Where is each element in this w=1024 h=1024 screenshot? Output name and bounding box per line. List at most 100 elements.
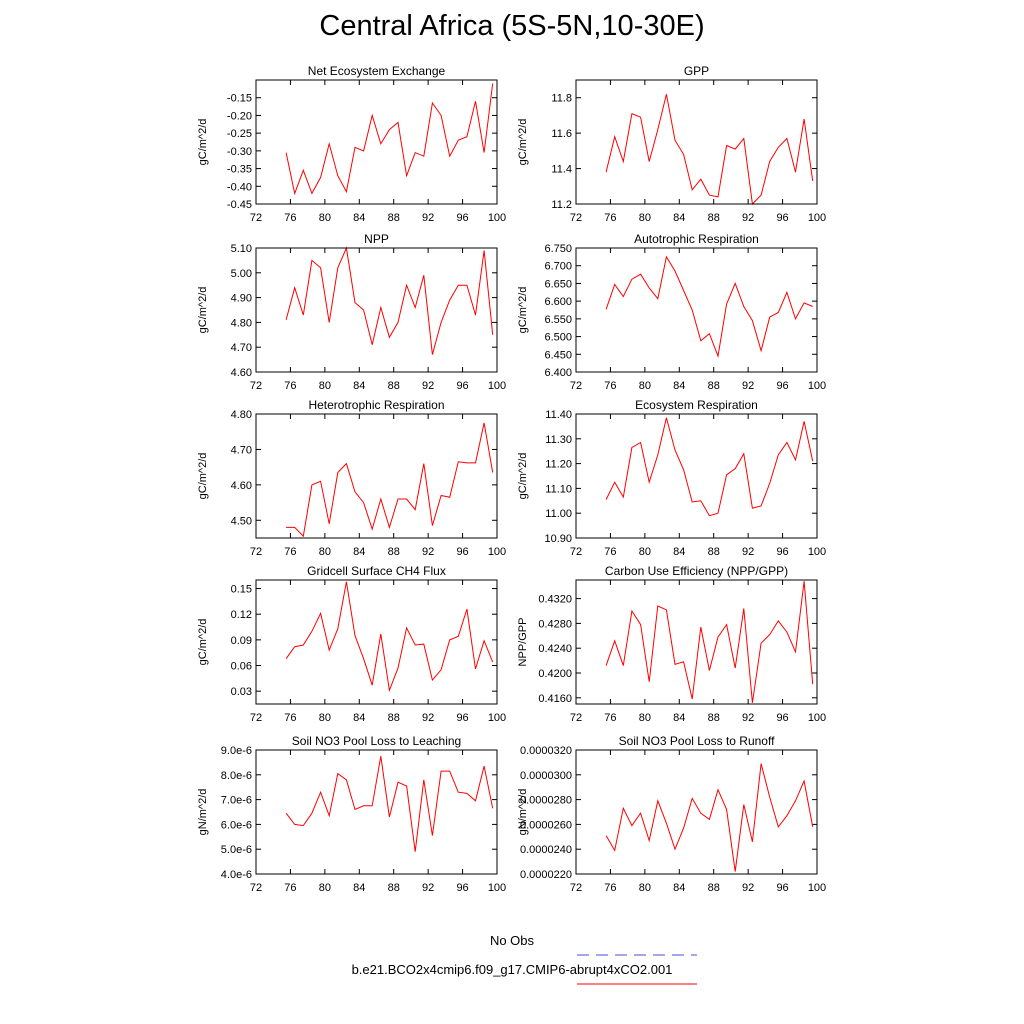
x-tick-label: 72 (570, 546, 582, 558)
page-title: Central Africa (5S-5N,10-30E) (319, 10, 705, 42)
y-tick-label: 6.0e-6 (221, 819, 252, 831)
x-tick-label: 96 (456, 380, 468, 392)
series-line-1 (605, 581, 814, 703)
x-tick-label: 72 (250, 712, 262, 724)
y-tick-label: 6.400 (544, 367, 572, 379)
plot-frame (255, 247, 498, 373)
chart-panel-5: Heterotrophic Respiration 72 76 80 84 88 92 96 1… (197, 398, 506, 558)
y-tick-label: 4.90 (231, 293, 252, 305)
chart-panel-8: Carbon Use Efficiency (NPP/GPP) 72 76 80 84 8… (517, 564, 826, 724)
y-axis-label: gN/m^2/d (517, 789, 529, 836)
y-tick-label: 9.0e-6 (221, 745, 252, 757)
y-tick-label: 4.60 (231, 480, 252, 492)
x-tick-label: 100 (808, 380, 826, 392)
x-tick-label: 92 (742, 882, 754, 894)
y-tick-label: 0.4160 (538, 693, 572, 705)
x-tick-label: 76 (284, 712, 296, 724)
chart-title: Net Ecosystem Exchange (308, 64, 446, 78)
y-tick-label: 4.0e-6 (221, 869, 252, 881)
series-line-1 (605, 417, 814, 517)
x-tick-label: 88 (388, 380, 400, 392)
series-line-1 (285, 246, 494, 355)
x-tick-label: 84 (673, 212, 685, 224)
x-tick-label: 84 (353, 712, 365, 724)
x-tick-label: 76 (604, 380, 616, 392)
series-line-1 (286, 422, 494, 538)
legend-label-run: b.e21.BCO2x4cmip6.f09_g17.CMIP6-abrupt4x… (351, 962, 673, 977)
y-tick-label: 7.0e-6 (221, 795, 252, 807)
y-tick-label: 6.450 (544, 349, 572, 361)
x-tick-label: 96 (776, 546, 788, 558)
x-tick-label: 76 (284, 546, 296, 558)
x-tick-label: 80 (639, 712, 651, 724)
x-tick-label: 84 (673, 882, 685, 894)
x-tick-label: 88 (708, 882, 720, 894)
y-axis-label: gC/m^2/d (517, 119, 529, 166)
x-tick-label: 100 (808, 546, 826, 558)
x-tick-label: 80 (319, 212, 331, 224)
x-tick-label: 92 (422, 546, 434, 558)
y-tick-label: -0.40 (227, 181, 252, 193)
x-tick-label: 80 (639, 546, 651, 558)
chart-panel-1: Net Ecosystem Exchange 72 76 80 84 88 92 96 100 -… (197, 64, 506, 224)
x-tick-label: 88 (708, 712, 720, 724)
y-tick-label: 8.0e-6 (221, 770, 252, 782)
y-tick-label: 5.10 (231, 243, 252, 255)
x-tick-label: 76 (284, 882, 296, 894)
chart-title: Soil NO3 Pool Loss to Leaching (292, 734, 461, 748)
x-tick-label: 96 (456, 712, 468, 724)
x-tick-label: 92 (742, 380, 754, 392)
x-tick-label: 88 (708, 546, 720, 558)
x-tick-label: 88 (388, 882, 400, 894)
y-tick-label: 5.00 (231, 268, 252, 280)
plot-frame (255, 413, 498, 539)
x-tick-label: 100 (488, 212, 506, 224)
plot-frame (255, 579, 498, 705)
x-tick-label: 96 (776, 712, 788, 724)
y-tick-label: 0.0000240 (520, 844, 572, 856)
x-tick-label: 80 (319, 380, 331, 392)
chart-panel-6: Ecosystem Respiration 72 76 80 84 88 92 96 100 10… (517, 398, 826, 558)
y-tick-label: 4.70 (231, 444, 252, 456)
y-tick-label: 11.00 (545, 508, 572, 520)
x-tick-label: 88 (708, 380, 720, 392)
y-tick-label: 4.80 (231, 409, 252, 421)
x-tick-label: 72 (250, 212, 262, 224)
legend-swatch-run (577, 983, 697, 985)
x-tick-label: 96 (456, 212, 468, 224)
chart-panel-9: Soil NO3 Pool Loss to Leaching 72 76 80 84 88… (197, 734, 506, 894)
y-tick-label: -0.15 (227, 93, 252, 105)
chart-title: NPP (364, 232, 389, 246)
chart-title: GPP (684, 64, 709, 78)
x-tick-label: 84 (673, 712, 685, 724)
y-tick-label: 4.50 (231, 515, 252, 527)
chart-panel-4: Autotrophic Respiration 72 76 80 84 88 92 96 100… (517, 232, 826, 392)
series-line-1 (605, 94, 814, 206)
y-tick-label: 0.12 (231, 609, 252, 621)
x-tick-label: 100 (488, 712, 506, 724)
series-line-1 (605, 763, 814, 872)
y-tick-label: 11.6 (551, 128, 572, 140)
legend-label-no-obs: No Obs (489, 933, 535, 948)
x-tick-label: 88 (388, 712, 400, 724)
x-tick-label: 100 (488, 882, 506, 894)
y-tick-label: 6.650 (544, 278, 572, 290)
y-tick-label: 0.09 (231, 635, 252, 647)
y-tick-label: 11.2 (551, 199, 572, 211)
y-tick-label: 6.500 (544, 332, 572, 344)
y-tick-label: 0.4320 (538, 594, 572, 606)
plot-frame (575, 79, 818, 205)
y-axis-label: gN/m^2/d (197, 789, 209, 836)
x-tick-label: 96 (456, 882, 468, 894)
y-tick-label: 0.0000280 (520, 795, 572, 807)
y-tick-label: 11.40 (545, 409, 572, 421)
y-tick-label: 0.4240 (538, 643, 572, 655)
x-tick-label: 96 (776, 380, 788, 392)
y-tick-label: 0.4200 (538, 668, 572, 680)
x-tick-label: 88 (708, 212, 720, 224)
y-tick-label: 0.0000320 (520, 745, 572, 757)
x-tick-label: 72 (570, 380, 582, 392)
y-axis-label: gC/m^2/d (197, 453, 209, 500)
